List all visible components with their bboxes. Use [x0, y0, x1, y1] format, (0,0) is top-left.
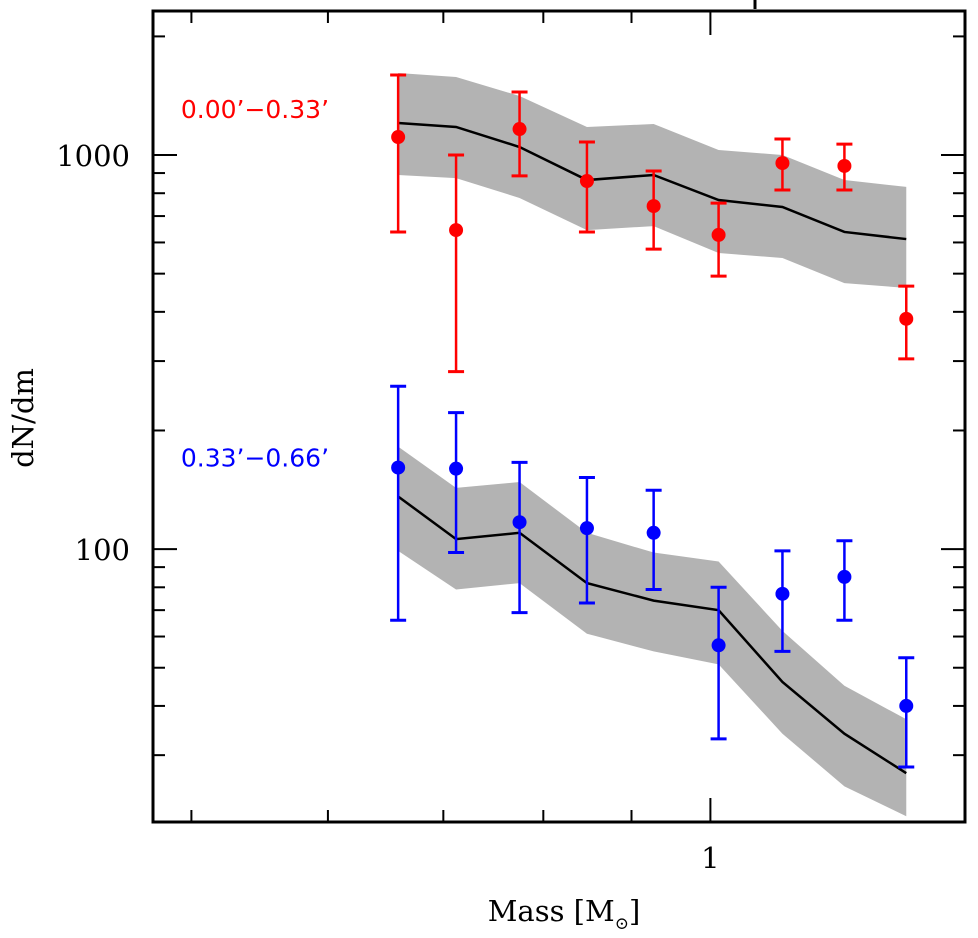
y-tick-label: 1000 [56, 139, 130, 173]
data-point [711, 227, 726, 242]
x-axis-title-main: Mass [M [488, 894, 615, 928]
data-point [837, 569, 852, 584]
x-axis-title-close: ] [629, 894, 640, 928]
data-point [775, 156, 790, 171]
data-point [391, 130, 406, 145]
model-bands [398, 72, 907, 817]
data-point [899, 311, 914, 326]
y-tick-label: 100 [75, 533, 130, 567]
data-point [449, 223, 464, 238]
data-point [775, 586, 790, 601]
data-point [646, 525, 661, 540]
data-point [899, 698, 914, 713]
data-point [579, 174, 594, 189]
data-point [449, 461, 464, 476]
series-labels: 0.00’−0.33’ 0.33’−0.66’ [181, 95, 329, 472]
y-axis-title: dN/dm [6, 368, 40, 468]
tick-labels: 1 100 1000 [56, 139, 719, 875]
series-label-0: 0.00’−0.33’ [181, 95, 329, 124]
x-axis-title: Mass [M⊙] [488, 894, 641, 934]
data-points [391, 122, 914, 713]
x-tick-label: 1 [701, 841, 719, 875]
data-point [391, 460, 406, 475]
plot-frame [151, 9, 967, 824]
data-point [711, 638, 726, 653]
model-line-1 [397, 495, 907, 775]
model-band-1 [398, 446, 907, 817]
data-point [512, 122, 527, 137]
x-axis-title-subscript: ⊙ [615, 914, 629, 934]
data-point [579, 521, 594, 536]
data-point [837, 158, 852, 173]
model-band-0 [398, 72, 907, 288]
series-label-1: 0.33’−0.66’ [181, 444, 329, 473]
data-point [512, 515, 527, 530]
axis-ticks [153, 11, 965, 822]
data-point [646, 199, 661, 214]
